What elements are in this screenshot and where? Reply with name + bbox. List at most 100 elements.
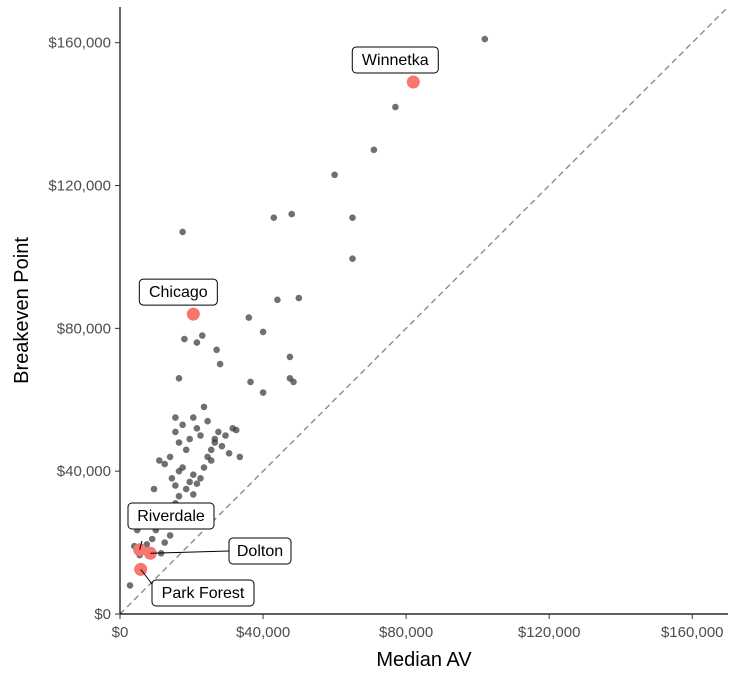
callout-leader-line [140, 569, 153, 585]
y-tick-label: $160,000 [48, 35, 111, 52]
data-point [172, 428, 179, 436]
data-point [175, 492, 183, 500]
data-point [204, 417, 211, 425]
x-tick-label: $120,000 [518, 624, 581, 641]
highlight-point [186, 307, 200, 321]
data-point [207, 457, 215, 464]
data-point [182, 485, 190, 493]
y-axis-title: Breakeven Point [11, 237, 33, 384]
data-point [186, 478, 193, 486]
data-point [156, 457, 163, 464]
y-tick-label: $40,000 [57, 463, 111, 480]
callout-box [138, 278, 218, 306]
data-point [197, 432, 204, 439]
data-point [193, 480, 201, 488]
data-point [295, 294, 303, 302]
reference-line-layer [119, 6, 729, 615]
data-point [218, 442, 226, 450]
x-tick-label: $160,000 [661, 624, 724, 641]
data-point [481, 35, 489, 43]
data-point [392, 103, 399, 111]
highlight-point [134, 562, 148, 576]
data-point [166, 453, 174, 461]
data-point [143, 541, 151, 548]
data-point [288, 210, 296, 218]
data-point [331, 171, 338, 179]
callout-leader-line [139, 540, 143, 550]
y-tick-label: $80,000 [57, 320, 111, 337]
callout-label: Chicago [149, 284, 208, 301]
data-point [215, 428, 222, 436]
data-point [190, 491, 197, 498]
data-point [290, 378, 297, 386]
callout-label: Riverdale [137, 508, 205, 525]
data-point [172, 414, 179, 421]
data-point [232, 426, 240, 434]
data-point [216, 360, 224, 368]
data-point [190, 471, 197, 479]
callout-label: Dolton [237, 543, 283, 560]
x-tick-label: $80,000 [379, 624, 433, 641]
data-point [274, 296, 281, 304]
data-point [179, 421, 186, 429]
callout-box [127, 502, 215, 530]
data-point [161, 539, 168, 546]
callout-box [228, 537, 292, 565]
axes-layer: $0 $40,000 $80,000 $120,000 $160,000 $0 $40,00… [48, 7, 728, 641]
callout-riverdale: Riverdale [127, 502, 215, 550]
data-point [200, 464, 208, 471]
data-point [172, 482, 179, 489]
data-point [190, 414, 197, 421]
data-point [349, 255, 356, 262]
data-point [213, 346, 220, 354]
data-point [175, 375, 183, 382]
data-point [245, 314, 253, 321]
data-point [179, 228, 186, 236]
callout-leader-line [150, 550, 230, 554]
y-tick-label: $120,000 [48, 178, 111, 195]
callout-dolton: Dolton [150, 537, 292, 565]
identity-reference-line [119, 6, 729, 615]
data-point [200, 403, 208, 411]
data-point [193, 425, 201, 432]
data-point [349, 214, 356, 221]
data-point [259, 328, 267, 336]
callout-park-forest: Park Forest [140, 569, 255, 607]
data-point [161, 460, 168, 468]
data-point [182, 446, 190, 454]
data-point [197, 475, 204, 482]
data-point [193, 339, 201, 346]
points-layer [126, 35, 489, 589]
highlight-point [406, 75, 420, 89]
callout-chicago: Chicago [138, 278, 218, 306]
data-point [370, 146, 378, 154]
callout-label: Winnetka [362, 52, 429, 69]
data-point [150, 485, 158, 493]
x-axis-title: Median AV [376, 649, 472, 671]
callout-box [151, 579, 255, 607]
callout-label: Park Forest [162, 585, 245, 602]
data-point [236, 453, 244, 461]
data-point [148, 535, 156, 543]
callout-box [351, 46, 439, 74]
y-tick-label: $0 [94, 606, 111, 623]
data-point [259, 389, 267, 396]
data-point [247, 378, 254, 386]
data-point [186, 435, 193, 443]
x-tick-label: $0 [112, 624, 129, 641]
data-point [179, 464, 186, 471]
data-point [270, 214, 278, 221]
data-point [199, 332, 206, 339]
data-point [126, 582, 134, 589]
data-point [166, 532, 174, 539]
data-point [181, 335, 188, 343]
callout-layer: Winnetka Chicago Riverdale Dolton Park Fores… [127, 46, 439, 607]
data-point [168, 475, 176, 482]
data-point [207, 446, 215, 454]
data-point [175, 439, 183, 446]
data-point [286, 353, 294, 361]
data-point [225, 450, 233, 457]
callout-winnetka: Winnetka [351, 46, 439, 74]
data-point [222, 432, 229, 439]
